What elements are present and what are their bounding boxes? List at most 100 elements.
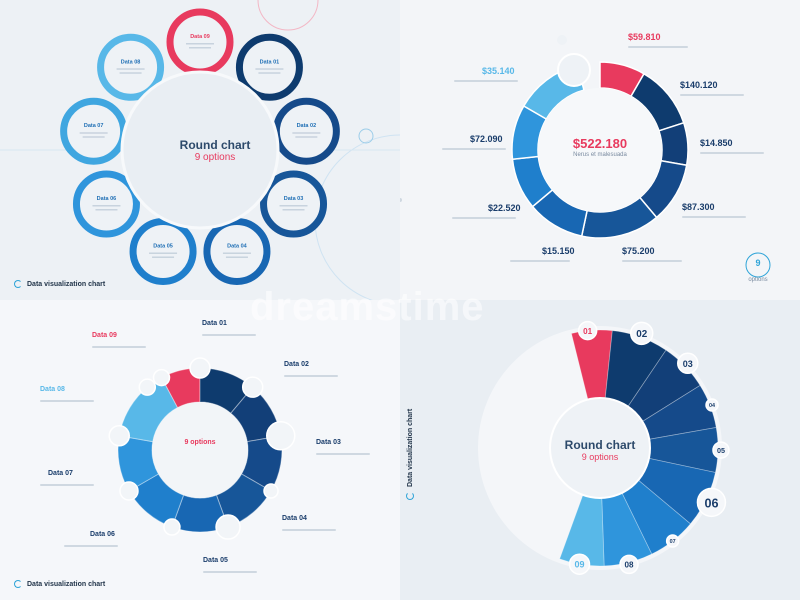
petal-face: [210, 225, 263, 278]
petal-line: [282, 209, 305, 211]
center-value: $522.180: [572, 136, 628, 151]
number-label: 05: [717, 446, 725, 455]
desc-line: [282, 529, 336, 531]
panel-numbered-donut: 01 02 03 04 05 06 07 08 09 Round chart 9 options…: [400, 300, 800, 600]
desc-line: [510, 260, 570, 262]
desc-line: [40, 400, 94, 402]
numbered-donut-chart: 01 02 03 04 05 06 07 08 09: [478, 320, 730, 575]
footer: Data visualization chart: [14, 580, 105, 588]
value-label-9: $35.140: [482, 66, 515, 76]
petal-line: [222, 252, 251, 254]
deco-ring: [257, 0, 319, 31]
node-bubble: [266, 421, 296, 451]
petal-line: [255, 68, 284, 70]
deco-bubble: [557, 35, 567, 45]
corner-label: options: [748, 277, 768, 283]
data-label-5: Data 05: [203, 557, 228, 564]
value-label-1: $59.810: [628, 32, 661, 42]
petal-face: [174, 16, 226, 68]
number-bubble: [568, 553, 591, 575]
petal-label: Data 07: [84, 123, 104, 129]
desc-line: [316, 453, 370, 455]
petal-line: [295, 136, 318, 138]
desc-line: [64, 545, 118, 547]
number-label: 01: [583, 327, 593, 336]
number-bubble: [619, 554, 639, 575]
number-bubble: [629, 321, 654, 346]
chart-subtitle: 9 options: [184, 439, 216, 446]
petal-label: Data 04: [227, 243, 248, 249]
value-donut-chart: [400, 35, 771, 278]
data-label-8: Data 08: [40, 386, 65, 393]
data-label-9: Data 09: [92, 332, 117, 339]
number-bubble: [705, 398, 719, 412]
number-label: 04: [709, 403, 715, 409]
center-disc: [152, 402, 248, 498]
center-label: Nerus et malesuada: [573, 152, 627, 158]
center-disc: [120, 70, 280, 230]
desc-line: [454, 80, 518, 82]
number-label: 07: [670, 539, 676, 545]
petal-face: [280, 105, 333, 158]
petal-ring: [235, 33, 303, 101]
chart-icon: [406, 492, 414, 500]
petal-label: Data 03: [284, 196, 304, 202]
deco-ring: [358, 128, 374, 144]
desc-line: [40, 484, 94, 486]
value-label-6: $15.150: [542, 246, 575, 256]
data-label-1: Data 01: [202, 320, 227, 327]
watermark: dreamstime: [250, 285, 485, 329]
desc-line: [700, 152, 764, 154]
number-label: 06: [704, 496, 718, 510]
chart-icon: [14, 280, 22, 288]
number-bubble: [665, 534, 680, 548]
petal-label: Data 01: [260, 59, 280, 65]
deco-ring: [314, 134, 400, 300]
petal-ring: [203, 217, 271, 285]
desc-line: [284, 375, 338, 377]
chart-subtitle: 9 options: [194, 152, 236, 163]
petal-chart: Data 09 Data 01 Data 02 Data 03 Data 04 Data …: [0, 0, 400, 300]
chart-icon: [14, 580, 22, 588]
petal-line: [92, 205, 121, 207]
value-label-3: $14.850: [700, 138, 733, 148]
footer-label: Data visualization chart: [27, 280, 106, 288]
petal-line: [152, 256, 175, 258]
value-label-4: $87.300: [682, 202, 715, 212]
number-label: 03: [683, 359, 693, 369]
petal-label: Data 09: [190, 34, 210, 40]
petal-face: [67, 105, 120, 158]
petal-line: [225, 256, 248, 258]
footer: Data visualization chart: [14, 280, 105, 288]
footer-label: Data visualization chart: [27, 580, 106, 588]
petal-line: [116, 68, 145, 70]
chart-title: Round chart: [179, 138, 251, 152]
node-bubble: [215, 514, 241, 540]
petal-face: [137, 225, 190, 278]
petal-label: Data 05: [153, 243, 173, 249]
petal-line: [149, 252, 178, 254]
panel-labeled-donut: 9 options Data 01 Data 02 Data 03 Data 0…: [0, 300, 400, 600]
number-label: 02: [636, 329, 647, 340]
value-label-2: $140.120: [680, 80, 718, 90]
node-bubble: [108, 425, 130, 447]
petal-line: [119, 72, 142, 74]
data-label-2: Data 02: [284, 361, 309, 368]
panel-round-chart-petals: Data 09 Data 01 Data 02 Data 03 Data 04 Data …: [0, 0, 400, 300]
node-bubble: [263, 483, 279, 499]
petal-face: [80, 178, 133, 230]
chart-title: Round chart: [564, 438, 636, 452]
desc-line: [682, 216, 746, 218]
desc-line: [680, 94, 744, 96]
petal-line: [79, 132, 108, 134]
number-label: 08: [625, 561, 635, 570]
petal-line: [279, 205, 308, 207]
petal-label: Data 02: [297, 123, 317, 129]
petal-face: [104, 41, 157, 94]
node-bubble: [163, 518, 181, 536]
center-disc: [538, 88, 662, 212]
desc-line: [442, 148, 506, 150]
number-bubble: [677, 352, 699, 375]
petal-line: [292, 132, 321, 134]
node-bubble: [241, 376, 264, 398]
